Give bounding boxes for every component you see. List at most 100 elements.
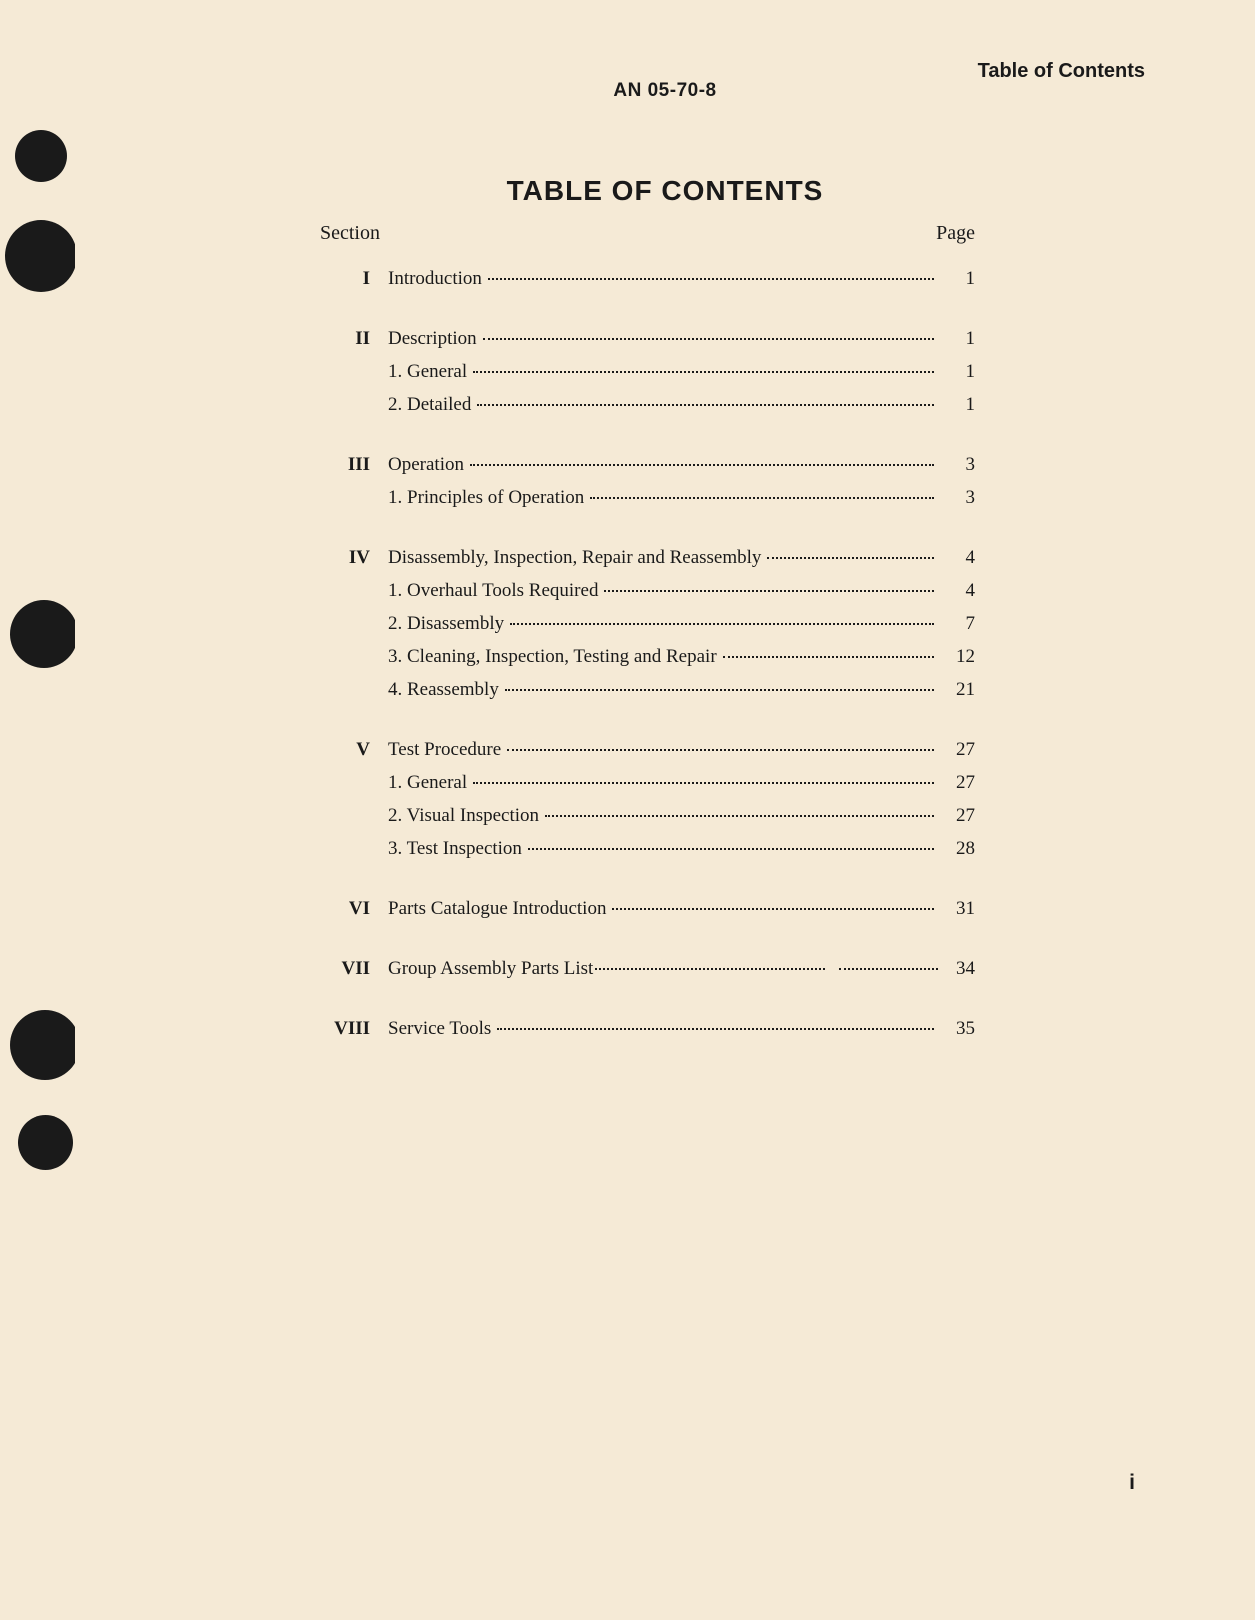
dots-leader (497, 1028, 934, 1030)
header-label: Table of Contents (978, 60, 1145, 83)
toc-section-group: IIntroduction 1 (320, 268, 975, 290)
hole-punch (10, 600, 78, 668)
toc-section-entry: IIntroduction 1 (320, 268, 975, 290)
dots-leader (528, 848, 934, 850)
subsection-page: 1 (940, 394, 975, 416)
toc-header-row: Section Page (320, 222, 975, 244)
dots-leader (723, 656, 934, 658)
toc-subsection-entry: 1. Principles of Operation 3 (320, 487, 975, 509)
subsection-title: 4. Reassembly (388, 679, 499, 701)
toc-section-entry: VIIGroup Assembly Parts List 34 (320, 958, 975, 980)
page-title: TABLE OF CONTENTS (507, 175, 824, 207)
subsection-page: 1 (940, 361, 975, 383)
subsection-title: 3. Cleaning, Inspection, Testing and Rep… (388, 646, 717, 668)
section-column-label: Section (320, 222, 380, 244)
section-page: 31 (940, 898, 975, 920)
subsection-page: 27 (940, 772, 975, 794)
subsection-title: 1. Overhaul Tools Required (388, 580, 598, 602)
dots-leader (505, 689, 934, 691)
document-number: AN 05-70-8 (613, 80, 716, 102)
toc-section-entry: VIIIService Tools 35 (320, 1018, 975, 1040)
section-number: II (320, 328, 388, 350)
toc-section-entry: VIParts Catalogue Introduction 31 (320, 898, 975, 920)
subsection-title: 2. Visual Inspection (388, 805, 539, 827)
dots-leader (477, 404, 934, 406)
toc-section-group: VIParts Catalogue Introduction 31 (320, 898, 975, 920)
hole-punch (18, 1115, 73, 1170)
section-page: 35 (940, 1018, 975, 1040)
toc-subsection-entry: 2. Visual Inspection27 (320, 805, 975, 827)
dots-leader (767, 557, 934, 559)
section-page: 4 (940, 547, 975, 569)
hole-punch (15, 130, 67, 182)
subsection-title: 2. Detailed (388, 394, 471, 416)
subsection-page: 12 (940, 646, 975, 668)
section-title: Introduction (388, 268, 482, 290)
section-title: Group Assembly Parts List (388, 958, 593, 980)
subsection-title: 3. Test Inspection (388, 838, 522, 860)
toc-subsection-entry: 4. Reassembly 21 (320, 679, 975, 701)
hole-punch (10, 1010, 80, 1080)
dots-leader (510, 623, 934, 625)
section-page: 3 (940, 454, 975, 476)
section-page: 27 (940, 739, 975, 761)
subsection-title: 2. Disassembly (388, 613, 504, 635)
section-page: 1 (940, 328, 975, 350)
toc-section-entry: IVDisassembly, Inspection, Repair and Re… (320, 547, 975, 569)
section-number: IV (320, 547, 388, 569)
subsection-page: 28 (940, 838, 975, 860)
hole-punch (5, 220, 77, 292)
dots-leader (604, 590, 934, 592)
subsection-page: 4 (940, 580, 975, 602)
subsection-title: 1. General (388, 772, 467, 794)
section-title: Parts Catalogue Introduction (388, 898, 606, 920)
toc-section-group: IIDescription 1 1. General 1 2. Detailed 1 (320, 328, 975, 416)
section-number: III (320, 454, 388, 476)
dots-leader (483, 338, 934, 340)
toc-subsection-entry: 1. Overhaul Tools Required 4 (320, 580, 975, 602)
section-title: Test Procedure (388, 739, 501, 761)
section-number: V (320, 739, 388, 761)
section-number: VII (320, 958, 388, 980)
page-container: Table of Contents AN 05-70-8 TABLE OF CO… (75, 0, 1255, 1620)
toc-body: IIntroduction1IIDescription11. General12… (320, 268, 975, 1040)
toc-section-group: VIIGroup Assembly Parts List 34 (320, 958, 975, 980)
toc-subsection-entry: 3. Test Inspection 28 (320, 838, 975, 860)
dots-leader (470, 464, 934, 466)
toc-section-entry: IIIOperation3 (320, 454, 975, 476)
dots-leader (590, 497, 934, 499)
dots-leader (593, 972, 940, 974)
toc-subsection-entry: 2. Detailed 1 (320, 394, 975, 416)
dots-leader (473, 782, 934, 784)
toc-section-group: IIIOperation3 1. Principles of Operation 3 (320, 454, 975, 509)
toc-container: Section Page IIntroduction1IIDescription… (320, 222, 975, 1078)
toc-section-group: VIIIService Tools 35 (320, 1018, 975, 1040)
section-title: Disassembly, Inspection, Repair and Reas… (388, 547, 761, 569)
toc-subsection-entry: 1. General 27 (320, 772, 975, 794)
toc-section-group: VTest Procedure 27 1. General 27 2. Visual I… (320, 739, 975, 860)
section-page: 34 (940, 958, 975, 980)
subsection-title: 1. General (388, 361, 467, 383)
dots-leader (488, 278, 934, 280)
toc-section-group: IVDisassembly, Inspection, Repair and Re… (320, 547, 975, 701)
toc-section-entry: VTest Procedure 27 (320, 739, 975, 761)
subsection-page: 21 (940, 679, 975, 701)
dots-leader (612, 908, 934, 910)
toc-section-entry: IIDescription 1 (320, 328, 975, 350)
subsection-title: 1. Principles of Operation (388, 487, 584, 509)
section-page: 1 (940, 268, 975, 290)
subsection-page: 7 (940, 613, 975, 635)
subsection-page: 3 (940, 487, 975, 509)
page-column-label: Page (936, 222, 975, 245)
section-number: VI (320, 898, 388, 920)
toc-subsection-entry: 1. General 1 (320, 361, 975, 383)
toc-subsection-entry: 3. Cleaning, Inspection, Testing and Rep… (320, 646, 975, 668)
section-title: Description (388, 328, 477, 350)
dots-leader (473, 371, 934, 373)
toc-subsection-entry: 2. Disassembly 7 (320, 613, 975, 635)
section-number: VIII (320, 1018, 388, 1040)
dots-leader (545, 815, 934, 817)
dots-leader (507, 749, 934, 751)
section-number: I (320, 268, 388, 290)
section-title: Service Tools (388, 1018, 491, 1040)
